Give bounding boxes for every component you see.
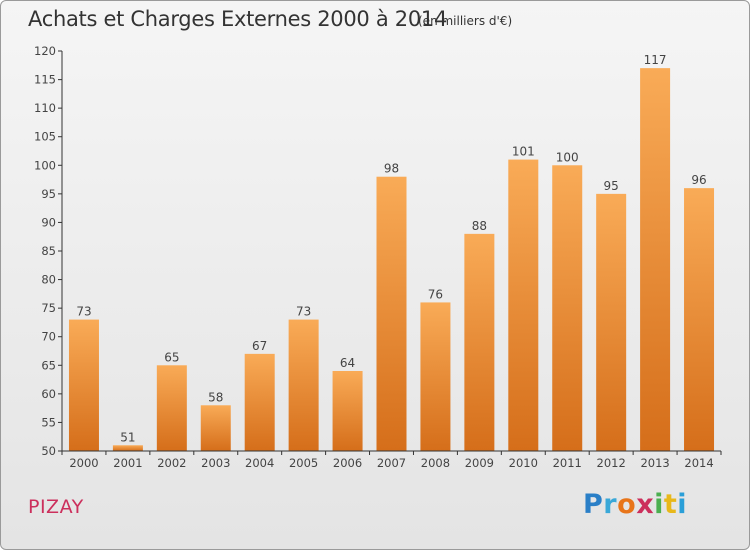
bar xyxy=(464,233,495,451)
y-tick-label: 80 xyxy=(41,273,56,287)
logo-letter: i xyxy=(677,489,688,520)
x-tick-label: 2014 xyxy=(684,456,713,470)
bar-value-label: 67 xyxy=(252,339,267,353)
bar xyxy=(68,319,99,451)
y-tick-label: 50 xyxy=(41,444,56,458)
logo-letter: o xyxy=(617,489,637,520)
proxiti-logo[interactable]: Proxiti xyxy=(583,489,687,520)
x-tick-label: 2012 xyxy=(597,456,626,470)
bar-value-label: 88 xyxy=(472,219,487,233)
y-tick-label: 55 xyxy=(41,415,56,429)
bar-value-label: 58 xyxy=(208,390,223,404)
logo-letter: i xyxy=(654,489,664,520)
y-tick-label: 65 xyxy=(41,358,56,372)
x-tick-label: 2000 xyxy=(69,456,98,470)
x-tick-label: 2011 xyxy=(553,456,582,470)
bar xyxy=(288,319,319,451)
bar xyxy=(200,405,231,451)
chart-title: Achats et Charges Externes 2000 à 2014 xyxy=(28,7,448,31)
x-tick-label: 2013 xyxy=(640,456,669,470)
y-tick-label: 105 xyxy=(34,130,56,144)
bar xyxy=(684,188,715,451)
bar-value-label: 95 xyxy=(604,179,619,193)
bar xyxy=(552,165,583,452)
y-tick-label: 100 xyxy=(34,158,56,172)
bar xyxy=(156,365,187,451)
bar xyxy=(420,302,451,451)
y-tick-label: 75 xyxy=(41,301,56,315)
bars: 73 51 65 58 67 73 64 98 76 88 101 100 95 117 96 xyxy=(68,53,715,452)
bar-value-label: 73 xyxy=(296,305,311,319)
x-tick-label: 2004 xyxy=(245,456,274,470)
x-tick-label: 2005 xyxy=(289,456,318,470)
x-tick-label: 2009 xyxy=(465,456,494,470)
x-tick-label: 2006 xyxy=(333,456,362,470)
bar xyxy=(332,371,363,451)
y-tick-label: 90 xyxy=(41,215,56,229)
logo-letter: x xyxy=(636,489,655,520)
bar xyxy=(596,193,627,451)
bar-value-label: 117 xyxy=(644,53,667,67)
y-tick-label: 85 xyxy=(41,244,56,258)
bar-value-label: 100 xyxy=(556,150,579,164)
y-tick-label: 110 xyxy=(34,101,56,115)
bar-value-label: 76 xyxy=(428,287,443,301)
bar xyxy=(376,176,407,451)
y-tick-label: 120 xyxy=(34,44,56,58)
x-tick-label: 2002 xyxy=(157,456,186,470)
x-axis: 2000 2001 2002 2003 2004 2005 2006 2007 2008 2009… xyxy=(61,450,722,470)
bar xyxy=(508,159,539,452)
bar xyxy=(244,353,275,451)
bar-value-label: 96 xyxy=(691,173,706,187)
bar-value-label: 65 xyxy=(164,350,179,364)
logo-letter: t xyxy=(663,489,678,520)
bar-value-label: 101 xyxy=(512,145,535,159)
bar-value-label: 73 xyxy=(76,305,91,319)
bar xyxy=(112,445,143,451)
commune-name: PIZAY xyxy=(28,496,84,518)
x-tick-label: 2007 xyxy=(377,456,406,470)
bar xyxy=(640,68,671,452)
y-tick-label: 95 xyxy=(41,187,56,201)
logo-letter: r xyxy=(603,489,618,520)
bar-value-label: 98 xyxy=(384,162,399,176)
y-tick-label: 115 xyxy=(34,73,56,87)
bar-value-label: 51 xyxy=(120,430,135,444)
chart-subtitle: (en milliers d'€) xyxy=(418,14,513,28)
y-tick-label: 60 xyxy=(41,387,56,401)
bar-value-label: 64 xyxy=(340,356,355,370)
y-axis: 50 55 60 65 70 75 80 85 90 95 100 105 110 115 120 xyxy=(34,44,63,458)
y-tick-label: 70 xyxy=(41,330,56,344)
x-tick-label: 2001 xyxy=(113,456,142,470)
logo-letter: P xyxy=(583,489,604,520)
x-tick-label: 2008 xyxy=(421,456,450,470)
x-tick-label: 2003 xyxy=(201,456,230,470)
x-tick-label: 2010 xyxy=(509,456,538,470)
